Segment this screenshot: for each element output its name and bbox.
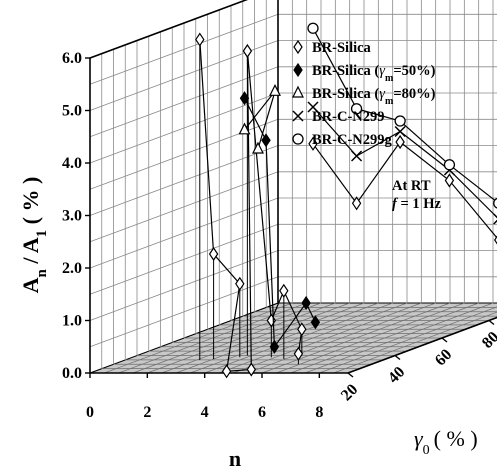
x-tick-label: 2 [143,404,151,421]
point-marker [292,110,304,122]
depth-axis-title: γ0 ( % ) [414,426,478,458]
point-marker [394,125,406,138]
z-tick-label: 3.0 [62,208,82,225]
point-marker [493,197,497,209]
depth-tick-label: 20 [338,381,361,404]
point-marker [395,134,405,150]
point-marker [293,39,303,55]
legend-item: BR-Silica (γm=80%) [292,85,436,107]
series-br-silica-m-80- [238,83,281,154]
chart-series [195,22,497,379]
point-marker [351,196,362,211]
z-tick-label: 4.0 [62,155,82,172]
legend-item: BR-Silica [293,39,372,56]
point-marker [239,91,250,106]
z-tick-label: 1.0 [62,313,82,330]
series-br-silica-m-50- [239,91,321,354]
legend-label: BR-C-N299g [312,132,392,148]
z-tick-label: 6.0 [62,50,82,67]
series-line [199,39,303,372]
chart-legend: BR-Silica BR-Silica (γm=50%)BR-Silica (γm… [292,39,436,148]
point-marker [293,62,303,78]
depth-tick-label: 80 [479,328,497,351]
point-marker [242,43,253,59]
x-tick-label: 8 [315,404,323,421]
point-marker [394,115,406,127]
depth-axis-title-unit: ( % ) [434,426,478,451]
annotation-frequency: f = 1 Hz [392,196,442,212]
z-axis-title: An / A1 ( % ) [18,177,50,294]
depth-tick-mark [488,319,495,326]
series-br-c-n299g [307,22,497,209]
z-axis-title-sub-1: 1 [34,230,50,238]
legend-item: BR-C-N299g [292,132,392,148]
point-marker [493,235,497,245]
point-marker [444,173,455,188]
annotation-frequency-symbol: f [392,196,399,212]
z-axis-title-unit: ( % ) [18,177,43,230]
legend-label: BR-Silica [312,40,372,56]
point-marker [261,133,271,148]
point-marker [301,295,311,311]
point-marker [307,22,319,34]
legend-label: BR-Silica (γm=80%) [312,86,436,107]
point-marker [308,136,318,151]
point-marker [235,276,245,291]
point-marker [252,141,264,154]
z-tick-label: 2.0 [62,260,82,277]
point-marker [350,103,363,115]
annotation-frequency-value: = 1 Hz [397,196,442,212]
x-axis-title: n [229,446,241,471]
point-marker [221,364,232,379]
series-br-silica [195,32,497,379]
point-marker [292,133,304,145]
legend-item: BR-Silica (γm=50%) [293,62,436,84]
point-marker [443,159,456,171]
point-marker [269,83,281,96]
depth-tick-label: 40 [385,363,408,386]
point-marker [307,101,319,113]
x-tick-label: 4 [201,404,209,421]
point-marker [238,122,251,135]
point-marker [292,85,304,98]
annotation-condition: At RT [392,178,431,194]
point-marker [269,339,280,354]
point-marker [351,150,363,162]
depth-tick-mark [394,354,401,361]
depth-tick-mark [441,337,448,343]
legend-label: BR-C-N299 [312,109,385,125]
depth-axis-title-sub: 0 [423,443,430,458]
x-tick-label: 6 [258,404,266,421]
z-tick-label: 5.0 [62,103,82,120]
point-marker [493,213,497,225]
point-marker [208,246,219,262]
x-tick-label: 0 [86,404,94,421]
depth-tick-mark [347,372,354,378]
depth-axis-title-greek: γ [414,426,424,451]
frame-edge [89,0,249,59]
z-axis-title-base: A [18,277,43,293]
z-axis-title-base-2: A [18,237,43,253]
depth-tick-label: 60 [432,346,455,369]
point-marker [195,32,205,47]
z-axis-title-slash: / [18,253,43,269]
z-axis-title-sub-n: n [34,268,50,277]
point-marker [293,346,304,361]
z-tick-label: 0.0 [62,365,82,382]
legend-item: BR-C-N299 [292,109,385,125]
legend-label: BR-Silica (γm=50%) [312,63,436,84]
point-marker [246,362,257,377]
point-marker [310,315,321,330]
point-marker [297,322,307,337]
point-marker [279,283,289,298]
